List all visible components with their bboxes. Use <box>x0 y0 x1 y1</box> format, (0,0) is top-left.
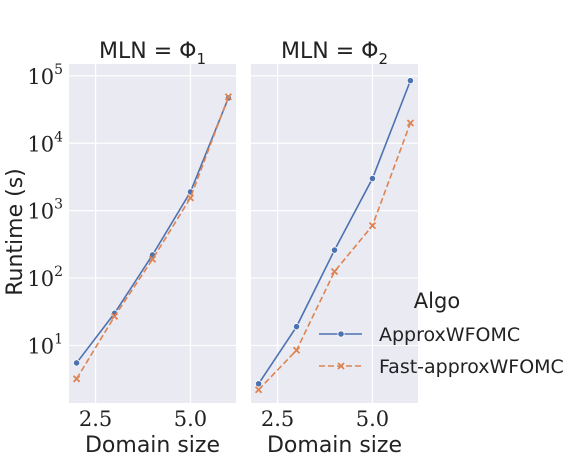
data-point <box>72 375 81 383</box>
legend-marker <box>337 362 345 370</box>
x-tick-label: 2.5 <box>79 407 112 431</box>
legend: Algo ApproxWFOMC Fast-approxWFOMC <box>319 289 564 378</box>
data-point <box>292 346 301 354</box>
series-line <box>258 122 412 391</box>
x-tick-label: 5.0 <box>356 407 389 431</box>
series-line <box>75 96 230 380</box>
data-point <box>406 77 415 85</box>
legend-label: ApproxWFOMC <box>379 324 520 346</box>
data-point <box>292 323 301 331</box>
panel-title: MLN = Φ2 <box>281 39 388 68</box>
series-2 <box>254 119 415 394</box>
data-point <box>254 380 263 388</box>
panel-2: 2.5 5.0 MLN = Φ2 Domain size <box>251 39 418 458</box>
series-1 <box>254 77 415 388</box>
data-point <box>254 386 263 394</box>
x-tick-label: 2.5 <box>261 407 294 431</box>
y-axis-label: Runtime (s) <box>3 168 28 296</box>
data-point <box>148 255 157 263</box>
data-point <box>368 221 377 230</box>
y-tick-label: 102 <box>27 264 63 291</box>
data-point <box>330 267 339 276</box>
legend-entry: ApproxWFOMC <box>319 324 520 346</box>
plot-area <box>251 64 418 403</box>
legend-entry: Fast-approxWFOMC <box>319 356 564 378</box>
data-point <box>368 174 377 183</box>
legend-title: Algo <box>414 289 460 313</box>
y-tick-label: 103 <box>27 197 63 224</box>
panel-1: 101 102 103 104 105 2.5 5.0 MLN = Φ1 Domain size <box>27 39 236 458</box>
x-tick-label: 5.0 <box>174 407 207 431</box>
x-axis-label: Domain size <box>85 433 220 458</box>
x-axis-label: Domain size <box>267 433 402 458</box>
legend-label: Fast-approxWFOMC <box>379 356 564 378</box>
data-point <box>224 93 233 101</box>
data-point <box>110 312 119 321</box>
panel-title: MLN = Φ1 <box>99 39 206 68</box>
data-point <box>406 119 415 127</box>
y-tick-label: 104 <box>27 129 63 156</box>
plot-area <box>69 64 236 403</box>
y-tick-label: 105 <box>27 62 63 89</box>
legend-marker <box>337 330 345 338</box>
data-point <box>186 194 195 202</box>
panels: 101 102 103 104 105 2.5 5.0 MLN = Φ1 Domain size… <box>27 39 418 458</box>
data-point <box>72 359 81 367</box>
data-point <box>330 246 339 254</box>
y-tick-label: 101 <box>27 331 63 358</box>
series-2 <box>72 93 233 383</box>
